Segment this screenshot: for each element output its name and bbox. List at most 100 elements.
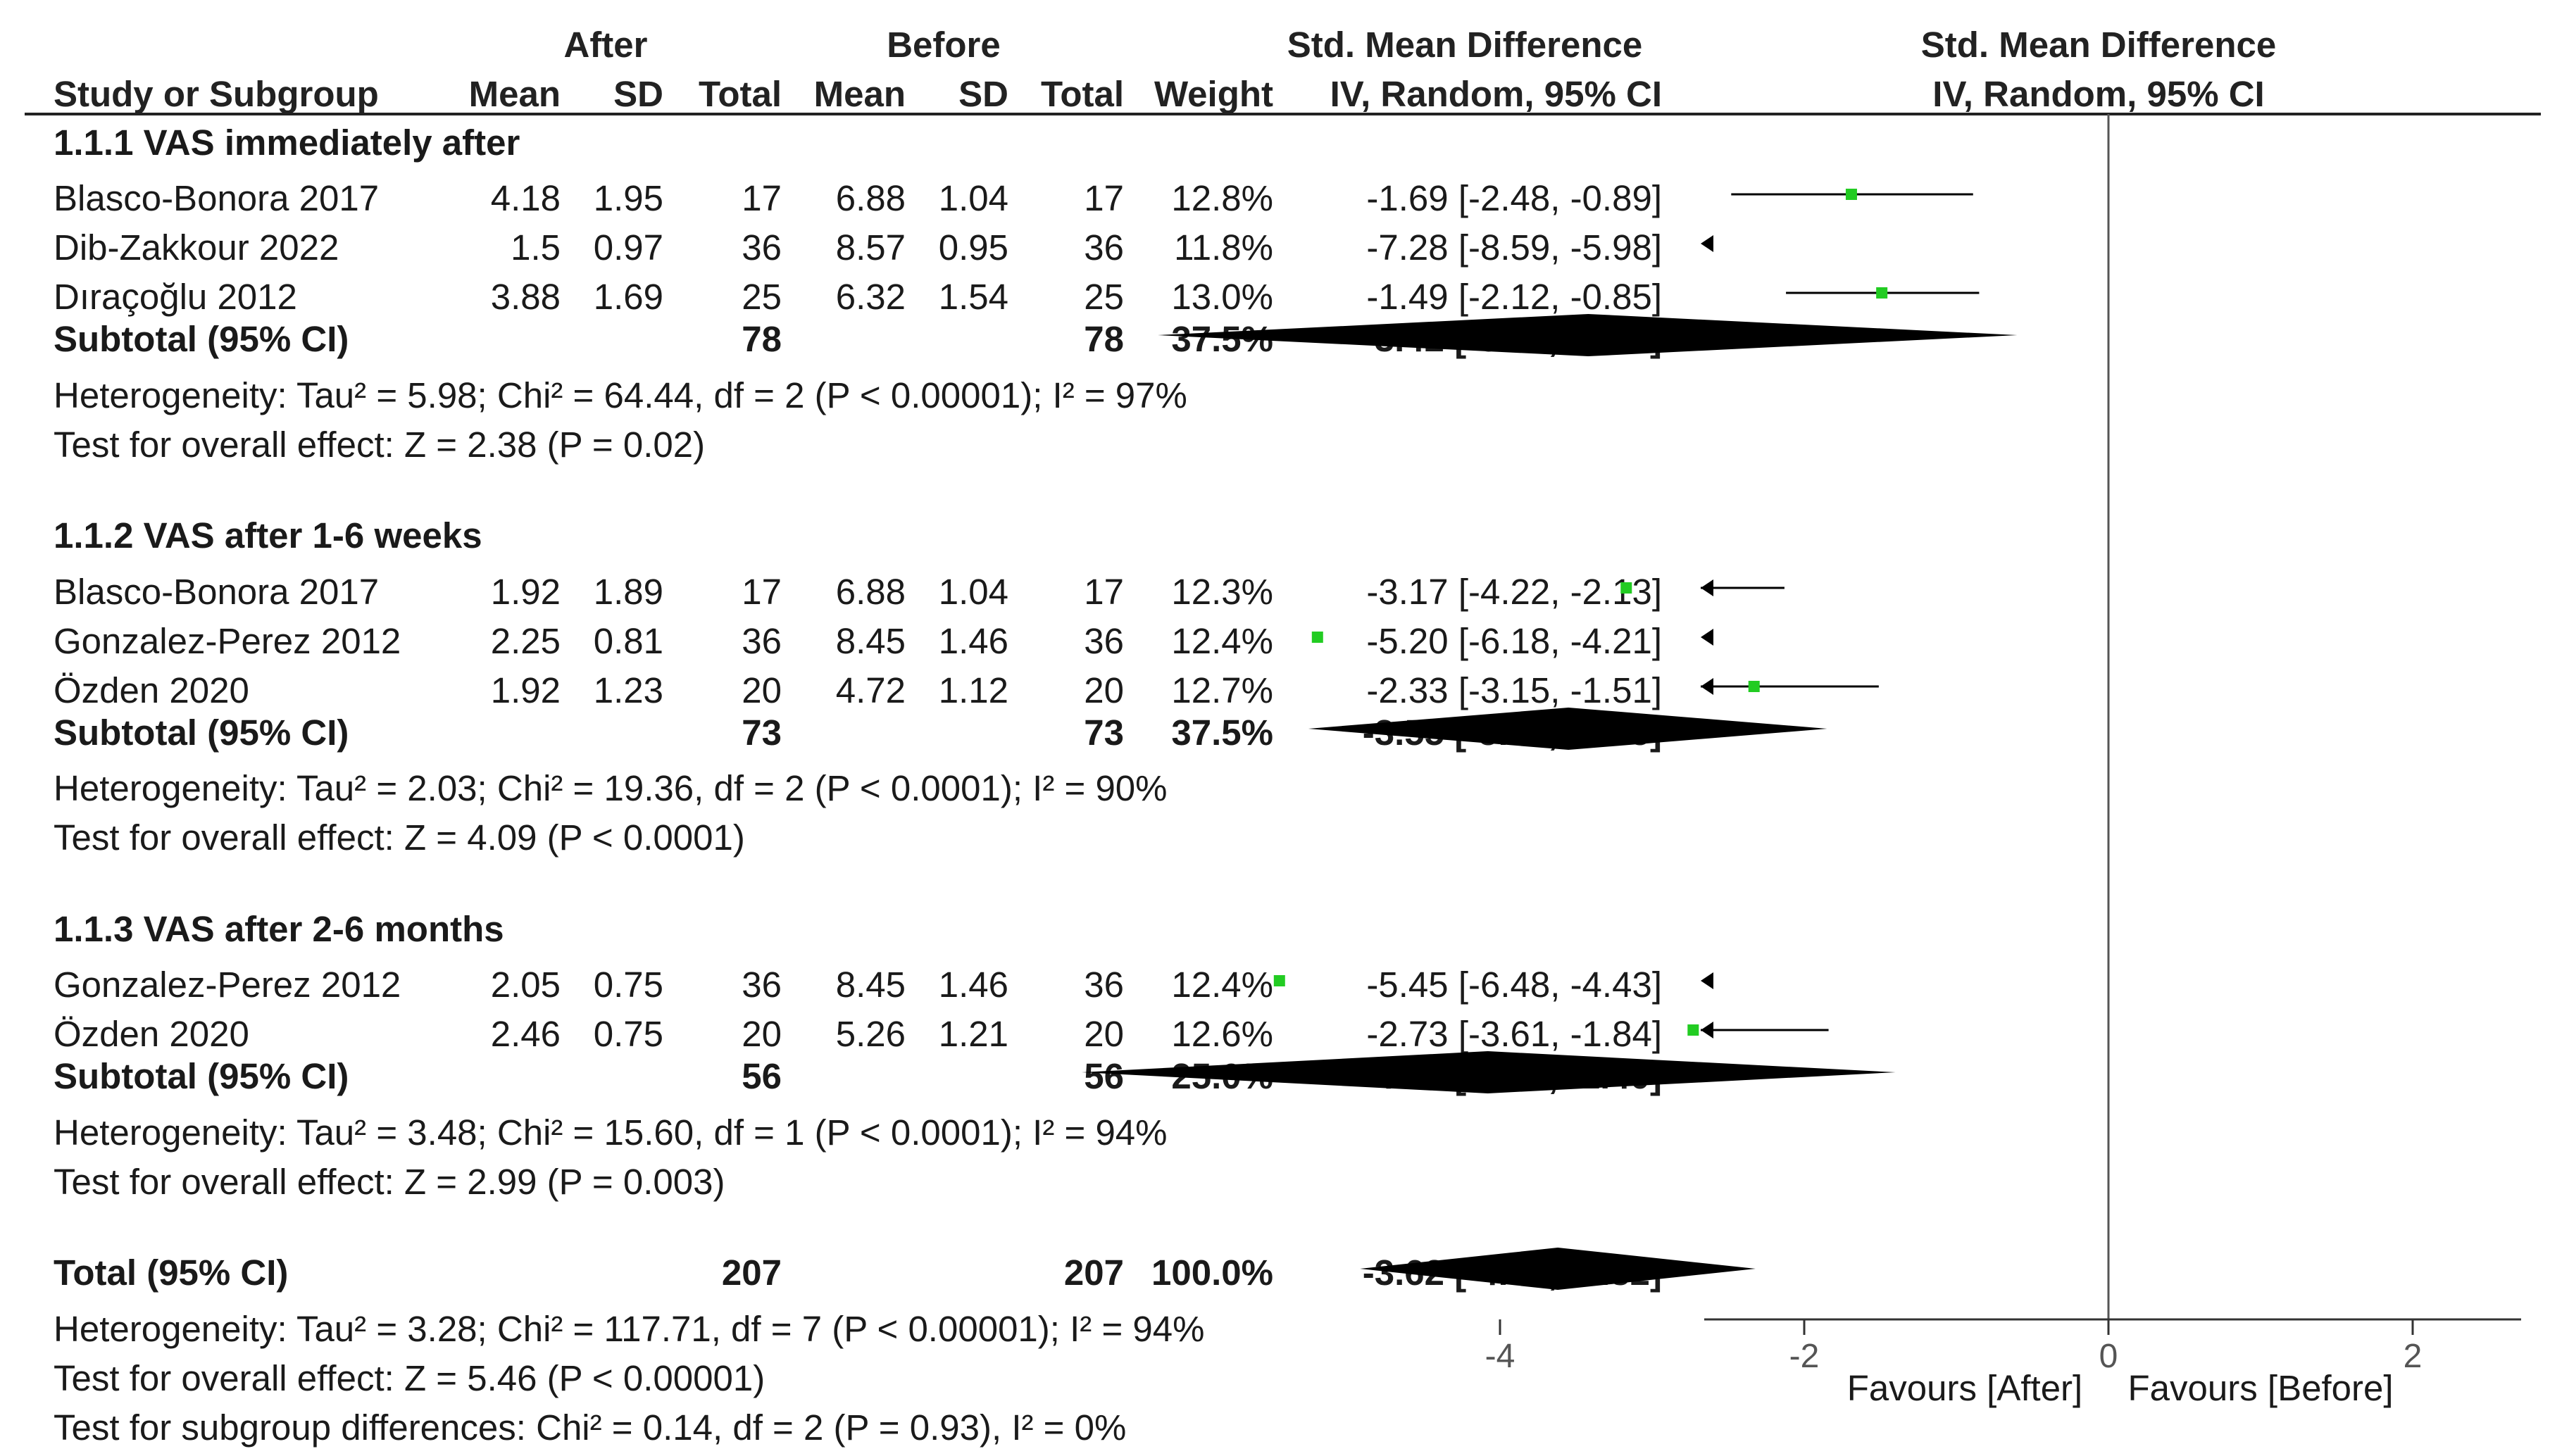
before-total: 25: [1084, 277, 1124, 317]
study-name: Özden 2020: [54, 670, 249, 710]
smd-ci: -5.45 [-6.48, -4.43]: [1366, 965, 1662, 1005]
after-mean: 1.5: [511, 227, 561, 268]
subtotal-after-total: 78: [742, 319, 782, 359]
subtotal-before-total: 73: [1084, 713, 1124, 753]
weight: 12.3%: [1171, 572, 1273, 612]
after-mean: 4.18: [490, 178, 561, 218]
before-total: 20: [1084, 670, 1124, 710]
heterogeneity-text: Heterogeneity: Tau² = 3.48; Chi² = 15.60…: [54, 1112, 1168, 1153]
after-total: 17: [742, 178, 782, 218]
x-axis: -4-2024: [1485, 114, 2521, 1375]
ci-left-arrow: [1701, 972, 1713, 989]
total-before-total: 207: [1063, 1253, 1124, 1293]
point-estimate: [1620, 582, 1632, 594]
before-total: 17: [1084, 572, 1124, 612]
after-sd: 1.89: [593, 572, 663, 612]
header-after-sd: SD: [613, 74, 663, 114]
study-marker: [1687, 1022, 1829, 1038]
header-after-total: Total: [698, 74, 782, 114]
before-mean: 6.32: [835, 277, 906, 317]
study-marker: [1786, 287, 1980, 299]
total-diamond: [1360, 1248, 1756, 1290]
group-header-after: After: [563, 25, 648, 65]
overall-effect-text: Test for overall effect: Z = 2.99 (P = 0…: [54, 1162, 725, 1202]
ci-left-arrow: [1701, 235, 1713, 252]
subtotal-diamond: [1158, 314, 2018, 356]
before-mean: 8.45: [835, 965, 906, 1005]
before-sd: 1.54: [938, 277, 1008, 317]
after-total: 20: [742, 1014, 782, 1054]
smd-ci: -2.73 [-3.61, -1.84]: [1366, 1014, 1662, 1054]
before-sd: 1.21: [938, 1014, 1008, 1054]
study-marker: [1311, 629, 1713, 646]
header-before-total: Total: [1040, 74, 1124, 114]
before-total: 17: [1084, 178, 1124, 218]
study-marker: [1620, 579, 1785, 596]
total-weight: 100.0%: [1151, 1253, 1273, 1293]
plot-column-title: Std. Mean Difference: [1920, 25, 2277, 65]
after-mean: 2.25: [490, 621, 561, 661]
after-total: 36: [742, 965, 782, 1005]
study-name: Gonzalez-Perez 2012: [54, 621, 401, 661]
after-mean: 1.92: [490, 670, 561, 710]
study-name: Dib-Zakkour 2022: [54, 227, 339, 268]
subgroup-label-2: 1.1.2 VAS after 1-6 weeks: [54, 515, 482, 556]
subtotal-label: Subtotal (95% CI): [54, 713, 349, 753]
header-weight: Weight: [1154, 74, 1273, 114]
ci-left-arrow: [1701, 579, 1713, 596]
weight: 12.6%: [1171, 1014, 1273, 1054]
weight: 12.4%: [1171, 621, 1273, 661]
ci-left-arrow: [1701, 678, 1713, 695]
after-total: 17: [742, 572, 782, 612]
weight: 13.0%: [1171, 277, 1273, 317]
after-sd: 1.23: [593, 670, 663, 710]
header-before-mean: Mean: [813, 74, 906, 114]
before-sd: 0.95: [938, 227, 1008, 268]
smd-ci: -5.20 [-6.18, -4.21]: [1366, 621, 1662, 661]
after-sd: 1.95: [593, 178, 663, 218]
smd-ci: -7.28 [-8.59, -5.98]: [1366, 227, 1662, 268]
total-label: Total (95% CI): [54, 1253, 289, 1293]
point-estimate: [1845, 189, 1857, 200]
weight: 12.8%: [1171, 178, 1273, 218]
after-sd: 0.75: [593, 1014, 663, 1054]
after-mean: 2.46: [490, 1014, 561, 1054]
after-mean: 2.05: [490, 965, 561, 1005]
subtotal-weight: 37.5%: [1171, 713, 1273, 753]
before-sd: 1.12: [938, 670, 1008, 710]
weight: 11.8%: [1174, 227, 1273, 268]
header-study: Study or Subgroup: [54, 74, 379, 114]
header-before-sd: SD: [958, 74, 1008, 114]
group-header-before: Before: [887, 25, 1001, 65]
study-name: Blasco-Bonora 2017: [54, 572, 380, 612]
after-mean: 3.88: [490, 277, 561, 317]
subtotal-after-total: 56: [742, 1056, 782, 1096]
heterogeneity-text: Heterogeneity: Tau² = 2.03; Chi² = 19.36…: [54, 768, 1168, 808]
weight: 12.4%: [1171, 965, 1273, 1005]
point-estimate: [1273, 975, 1285, 986]
study-marker: [1273, 972, 1713, 989]
subgroup-differences-text: Test for subgroup differences: Chi² = 0.…: [54, 1407, 1127, 1448]
header-after-mean: Mean: [468, 74, 561, 114]
before-mean: 4.72: [835, 670, 906, 710]
smd-column-title: Std. Mean Difference: [1287, 25, 1643, 65]
before-total: 36: [1084, 621, 1124, 661]
subtotal-diamond: [1308, 708, 1827, 750]
header-plot-method: IV, Random, 95% CI: [1932, 74, 2265, 114]
study-marker: [1701, 678, 1879, 695]
smd-ci: -2.33 [-3.15, -1.51]: [1366, 670, 1662, 710]
x-tick-label: -2: [1789, 1338, 1820, 1375]
x-tick-label: 2: [2404, 1338, 2423, 1375]
after-sd: 0.75: [593, 965, 663, 1005]
heterogeneity-text: Heterogeneity: Tau² = 5.98; Chi² = 64.44…: [54, 375, 1187, 415]
subtotal-label: Subtotal (95% CI): [54, 1056, 349, 1096]
smd-ci: -1.69 [-2.48, -0.89]: [1366, 178, 1662, 218]
before-total: 36: [1084, 227, 1124, 268]
heterogeneity-text: Heterogeneity: Tau² = 3.28; Chi² = 117.7…: [54, 1309, 1205, 1349]
study-name: Özden 2020: [54, 1014, 249, 1054]
before-total: 20: [1084, 1014, 1124, 1054]
after-total: 36: [742, 227, 782, 268]
overall-effect-text: Test for overall effect: Z = 5.46 (P < 0…: [54, 1358, 765, 1398]
forest-marks: [1082, 189, 2018, 1290]
